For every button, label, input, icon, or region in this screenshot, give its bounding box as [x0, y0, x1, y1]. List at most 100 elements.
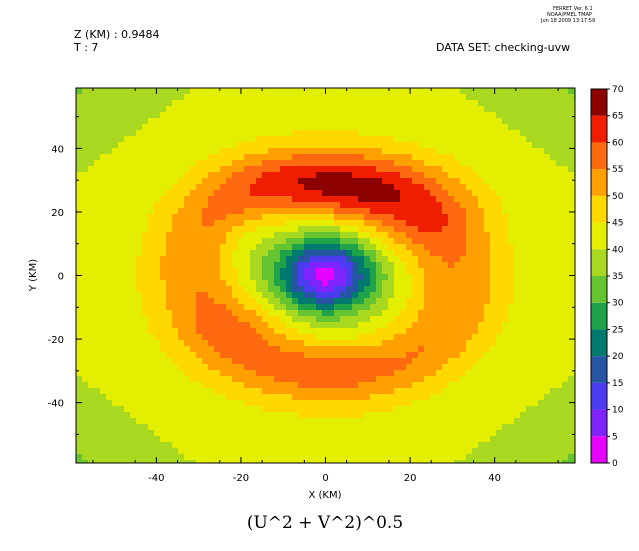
field-cell	[424, 262, 431, 269]
field-cell	[106, 274, 113, 281]
field-cell	[166, 412, 173, 419]
field-cell	[220, 208, 227, 215]
field-cell	[136, 394, 143, 401]
field-cell	[238, 388, 245, 395]
field-cell	[232, 124, 239, 131]
field-cell	[220, 316, 227, 323]
field-cell	[142, 268, 149, 275]
field-cell	[460, 238, 467, 245]
field-cell	[238, 376, 245, 383]
field-cell	[76, 412, 83, 419]
field-cell	[526, 340, 533, 347]
field-cell	[550, 88, 557, 95]
field-cell	[388, 172, 395, 179]
field-cell	[142, 394, 149, 401]
field-cell	[430, 436, 437, 443]
field-cell	[226, 376, 233, 383]
field-cell	[208, 292, 215, 299]
field-cell	[88, 358, 95, 365]
field-cell	[154, 118, 161, 125]
field-cell	[208, 100, 215, 107]
field-cell	[316, 274, 323, 281]
field-cell	[502, 376, 509, 383]
field-cell	[448, 328, 455, 335]
field-cell	[106, 124, 113, 131]
field-cell	[142, 436, 149, 443]
field-cell	[112, 196, 119, 203]
field-cell	[484, 160, 491, 167]
field-cell	[148, 334, 155, 341]
field-cell	[76, 352, 83, 359]
field-cell	[94, 232, 101, 239]
field-cell	[226, 388, 233, 395]
field-cell	[526, 184, 533, 191]
field-cell	[538, 100, 545, 107]
field-cell	[286, 316, 293, 323]
field-cell	[184, 394, 191, 401]
field-cell	[466, 226, 473, 233]
field-cell	[196, 430, 203, 437]
field-cell	[484, 406, 491, 413]
field-cell	[148, 394, 155, 401]
field-cell	[88, 208, 95, 215]
field-cell	[196, 364, 203, 371]
field-cell	[400, 418, 407, 425]
field-cell	[514, 190, 521, 197]
field-cell	[316, 196, 323, 203]
field-cell	[490, 112, 497, 119]
field-cell	[328, 178, 335, 185]
field-cell	[430, 226, 437, 233]
field-cell	[190, 172, 197, 179]
field-cell	[196, 208, 203, 215]
field-cell	[160, 250, 167, 257]
field-cell	[376, 190, 383, 197]
field-cell	[532, 346, 539, 353]
field-cell	[442, 136, 449, 143]
field-cell	[484, 256, 491, 263]
field-cell	[532, 364, 539, 371]
field-cell	[208, 424, 215, 431]
field-cell	[502, 394, 509, 401]
field-cell	[190, 316, 197, 323]
field-cell	[346, 418, 353, 425]
field-cell	[418, 118, 425, 125]
field-cell	[466, 424, 473, 431]
field-cell	[178, 196, 185, 203]
field-cell	[94, 334, 101, 341]
field-cell	[460, 154, 467, 161]
field-cell	[532, 154, 539, 161]
field-cell	[286, 292, 293, 299]
field-cell	[400, 238, 407, 245]
field-cell	[250, 262, 257, 269]
field-cell	[202, 268, 209, 275]
field-cell	[166, 400, 173, 407]
field-cell	[202, 262, 209, 269]
field-cell	[262, 244, 269, 251]
field-cell	[166, 406, 173, 413]
field-cell	[472, 154, 479, 161]
field-cell	[544, 142, 551, 149]
field-cell	[112, 268, 119, 275]
field-cell	[508, 364, 515, 371]
field-cell	[136, 334, 143, 341]
field-cell	[502, 124, 509, 131]
field-cell	[238, 250, 245, 257]
field-cell	[142, 298, 149, 305]
field-cell	[520, 178, 527, 185]
field-cell	[340, 220, 347, 227]
field-cell	[562, 304, 569, 311]
field-cell	[310, 160, 317, 167]
field-cell	[352, 250, 359, 257]
field-cell	[226, 316, 233, 323]
field-cell	[244, 292, 251, 299]
field-cell	[76, 376, 83, 383]
field-cell	[118, 154, 125, 161]
field-cell	[118, 118, 125, 125]
field-cell	[292, 256, 299, 263]
field-cell	[412, 88, 419, 95]
field-cell	[388, 256, 395, 263]
field-cell	[460, 304, 467, 311]
field-cell	[526, 286, 533, 293]
field-cell	[562, 316, 569, 323]
field-cell	[268, 406, 275, 413]
